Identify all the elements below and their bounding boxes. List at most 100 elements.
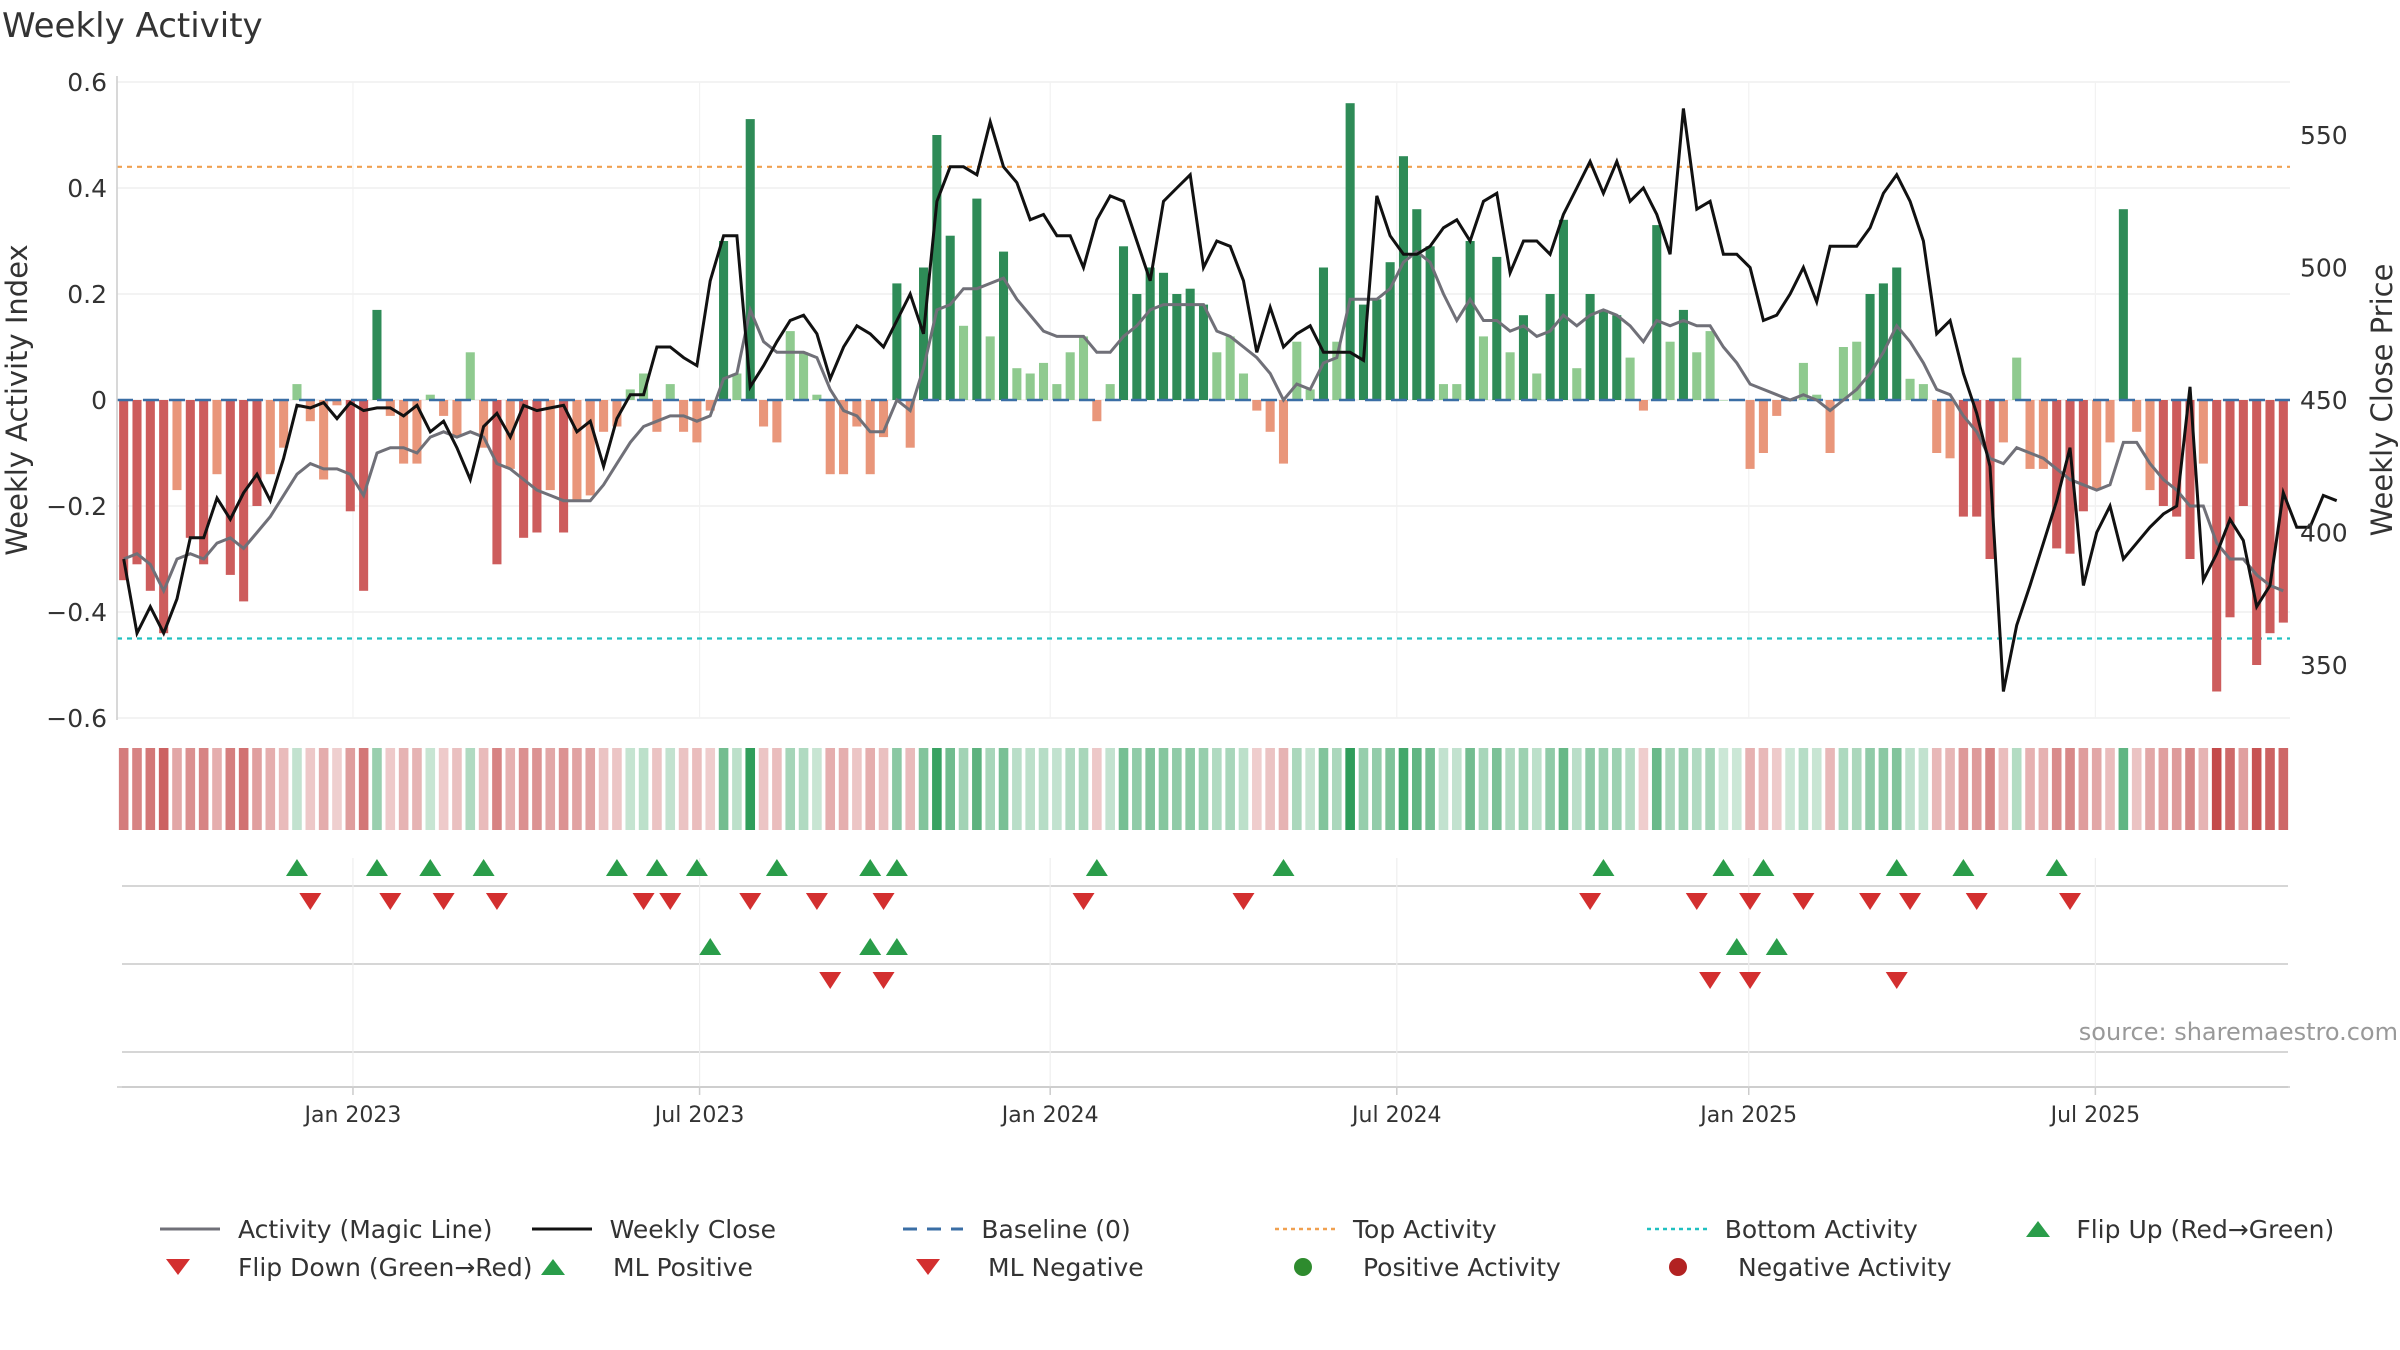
heat-cell bbox=[1398, 748, 1409, 830]
activity-bar bbox=[1945, 400, 1955, 459]
activity-bar bbox=[799, 352, 809, 400]
heat-cell bbox=[2065, 748, 2075, 830]
heat-cell bbox=[1198, 748, 1209, 830]
heat-cell bbox=[598, 748, 609, 830]
heat-cell bbox=[1545, 748, 1555, 830]
activity-bar bbox=[1692, 352, 1702, 400]
bottom-activity-swatch bbox=[1646, 1227, 1707, 1231]
heat-cell bbox=[292, 748, 302, 830]
legend-label: Baseline (0) bbox=[981, 1214, 1131, 1244]
activity-bar bbox=[1598, 309, 1608, 400]
flip-down-marker bbox=[659, 893, 682, 910]
heat-cell bbox=[1278, 748, 1289, 830]
activity-bar bbox=[1092, 400, 1102, 422]
weekly-close-swatch bbox=[531, 1227, 592, 1231]
heat-cell bbox=[1771, 748, 1782, 830]
heat-cell bbox=[945, 748, 956, 830]
heat-cell bbox=[332, 748, 342, 830]
activity-bar bbox=[719, 241, 729, 400]
activity-bar bbox=[559, 400, 569, 533]
activity-bar bbox=[705, 400, 715, 411]
legend-label: Negative Activity bbox=[1738, 1252, 1952, 1282]
heat-cell bbox=[452, 748, 462, 830]
activity-bar bbox=[772, 400, 782, 443]
activity-bar bbox=[839, 400, 849, 475]
heat-cell bbox=[2171, 748, 2182, 830]
heat-cell bbox=[1958, 748, 1969, 830]
heat-cell bbox=[772, 748, 782, 830]
legend-item-ml-positive: ML Positive bbox=[535, 1253, 910, 1282]
activity-bar bbox=[892, 283, 902, 400]
activity-bar bbox=[1212, 352, 1222, 400]
activity-bar bbox=[2118, 209, 2128, 400]
heat-cell bbox=[2051, 748, 2062, 830]
heat-cell bbox=[558, 748, 569, 830]
legend-label: Top Activity bbox=[1353, 1214, 1497, 1244]
heat-cell bbox=[625, 748, 636, 830]
activity-bar bbox=[492, 400, 502, 565]
heat-cell bbox=[2011, 748, 2022, 830]
heat-cell bbox=[1238, 748, 1249, 830]
heat-cell bbox=[1265, 748, 1275, 830]
flip-up-icon bbox=[2026, 1221, 2051, 1237]
heat-cell bbox=[1865, 748, 1875, 830]
flip-down-marker bbox=[872, 893, 895, 910]
heat-cell bbox=[2038, 748, 2049, 830]
heat-cell bbox=[1438, 748, 1449, 830]
heat-cell bbox=[1838, 748, 1849, 830]
heat-cell bbox=[478, 748, 489, 830]
activity-bar bbox=[1132, 294, 1142, 400]
legend-label: Positive Activity bbox=[1363, 1252, 1561, 1282]
y-tick-label: 0 bbox=[91, 386, 107, 415]
activity-bar bbox=[1825, 400, 1835, 453]
chart-title: Weekly Activity bbox=[2, 6, 263, 46]
activity-bar bbox=[292, 384, 302, 400]
heat-cell bbox=[1705, 748, 1715, 830]
activity-bar bbox=[612, 400, 622, 427]
heat-cell bbox=[1998, 748, 2009, 830]
flip-down-marker bbox=[485, 893, 508, 910]
activity-bar bbox=[425, 394, 435, 400]
source-credit: source: sharemaestro.com bbox=[2078, 1018, 2398, 1046]
activity-bar bbox=[1425, 246, 1435, 400]
legend-label: ML Negative bbox=[988, 1252, 1144, 1282]
heat-cell bbox=[412, 748, 422, 830]
heat-cell bbox=[958, 748, 969, 830]
activity-bar bbox=[1158, 272, 1169, 400]
activity-bar bbox=[1918, 384, 1928, 400]
activity-bar bbox=[585, 400, 595, 496]
activity-bar bbox=[465, 352, 475, 400]
heat-cell bbox=[145, 748, 156, 830]
heat-cell bbox=[2278, 748, 2289, 830]
heat-cell bbox=[465, 748, 476, 830]
activity-bar bbox=[1905, 378, 1915, 400]
heat-cell bbox=[812, 748, 822, 830]
activity-bar bbox=[879, 400, 889, 438]
activity-bar bbox=[545, 400, 555, 491]
activity-bar bbox=[199, 400, 209, 565]
ml-positive-marker bbox=[859, 938, 882, 955]
heat-cell bbox=[1065, 748, 1075, 830]
activity-bar bbox=[332, 400, 342, 406]
heat-cell bbox=[718, 748, 729, 830]
heat-cell bbox=[1691, 748, 1702, 830]
activity-bar bbox=[1798, 362, 1808, 400]
heat-cell bbox=[905, 748, 916, 830]
activity-bar bbox=[1118, 246, 1129, 400]
flip-down-marker bbox=[379, 893, 402, 910]
activity-bar bbox=[972, 198, 982, 400]
activity-bars bbox=[119, 103, 2288, 692]
heat-cell bbox=[852, 748, 862, 830]
activity-bar bbox=[865, 400, 875, 475]
activity-bar bbox=[2238, 400, 2248, 506]
legend-item-flip-down: Flip Down (Green→Red) bbox=[160, 1253, 535, 1282]
legend-item-bottom-activity: Bottom Activity bbox=[1646, 1215, 2019, 1244]
activity-bar bbox=[212, 400, 222, 475]
heat-cell bbox=[2145, 748, 2155, 830]
activity-bar bbox=[2078, 400, 2088, 512]
activity-bar bbox=[652, 400, 662, 432]
legend-label: Weekly Close bbox=[609, 1214, 776, 1244]
heat-cell bbox=[345, 748, 356, 830]
heat-cell bbox=[225, 748, 236, 830]
flip-down-marker bbox=[1232, 893, 1255, 910]
